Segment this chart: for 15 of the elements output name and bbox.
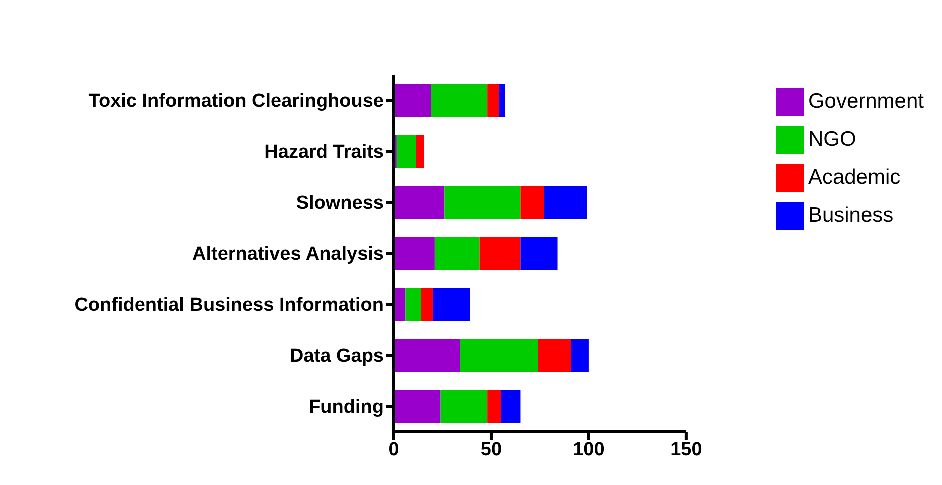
x-tick-label: 50	[480, 439, 502, 460]
x-tick-label: 0	[388, 439, 400, 460]
y-tick-label: Data Gaps	[290, 346, 384, 368]
legend-label: Academic	[808, 166, 901, 189]
x-tick-label: 100	[573, 439, 605, 460]
y-tick-label: Toxic Information Clearinghouse	[88, 91, 384, 112]
y-tick-label: Slowness	[296, 193, 384, 214]
legend-label: Business	[808, 204, 894, 227]
y-tick-label: Confidential Business Information	[74, 295, 384, 316]
x-tick-label: 150	[670, 439, 702, 460]
y-tick-label: Hazard Traits	[264, 142, 384, 164]
y-tick-label: Alternatives Analysis	[192, 244, 384, 266]
legend-label: NGO	[808, 128, 856, 151]
legend-label: Government	[808, 90, 924, 113]
y-tick-label: Funding	[309, 397, 384, 418]
